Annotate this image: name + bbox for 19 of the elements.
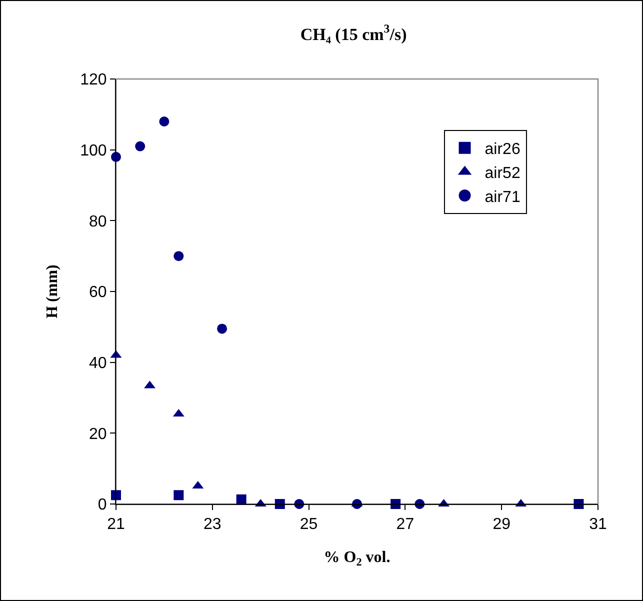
legend-label: air71 [484,188,520,206]
y-tick-label: 80 [89,213,107,230]
y-tick-label: 100 [80,142,107,160]
x-tick-label: 23 [204,516,222,534]
x-tick-label: 31 [589,516,607,534]
y-tick-label: 40 [89,354,107,372]
y-tick-label: 60 [89,284,107,302]
y-tick-label: 20 [89,426,107,443]
y-tick-label: 0 [98,496,107,514]
x-axis-title: % O$_{2}$ vol. [324,548,390,568]
x-tick-label: 25 [300,516,318,534]
legend-label: air26 [484,141,520,158]
x-tick-label: 29 [492,516,511,534]
y-axis-title: H (mm) [44,264,61,318]
y-tick-label: 120 [80,72,107,89]
x-tick-label: 27 [396,516,414,534]
legend-label: air52 [484,164,520,182]
chart-title: CH₄ (15 cm$^{3}$/s) [300,22,407,44]
x-tick-label: 21 [107,516,125,534]
